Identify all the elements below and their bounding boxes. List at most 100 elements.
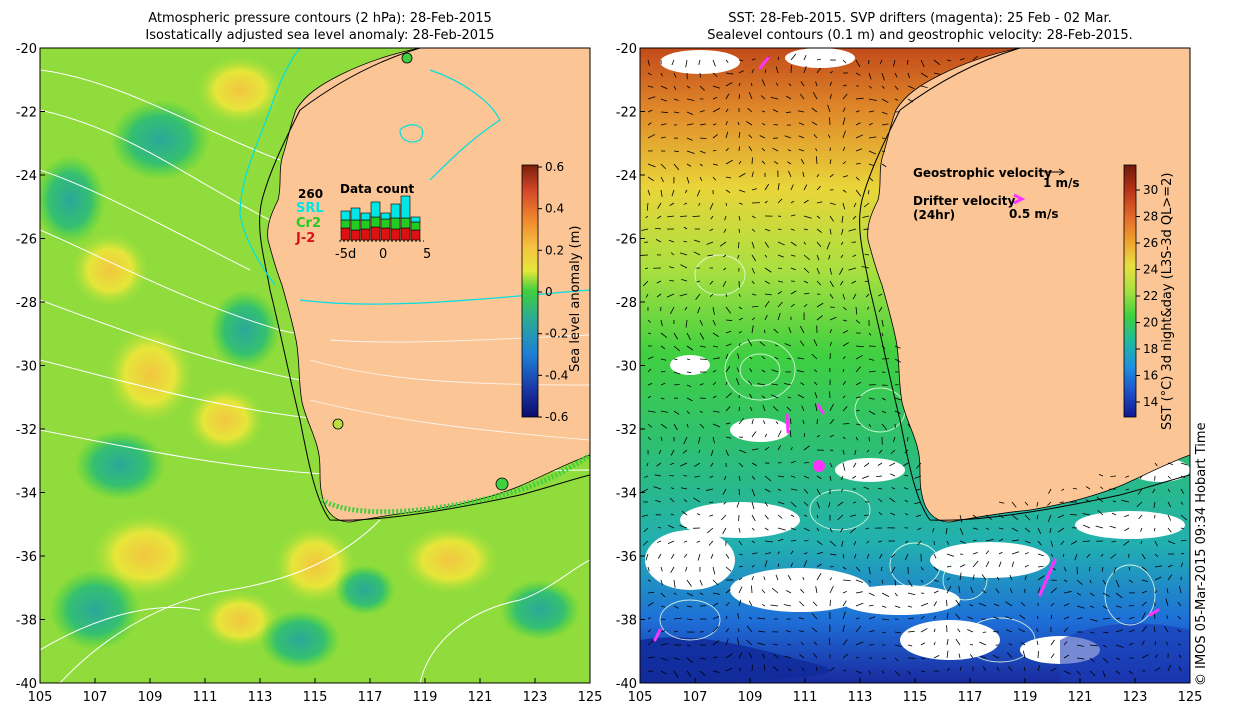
right_panel-ytick-1: -22 xyxy=(616,106,637,121)
inset-xtick-2: 5 xyxy=(423,247,432,262)
histogram-bar xyxy=(340,210,351,221)
histogram-bar xyxy=(380,227,391,241)
right_panel-ytick-3: -26 xyxy=(616,233,637,248)
credit-text: © IMOS 05-Mar-2015 09:34 Hobart Time xyxy=(1194,422,1209,686)
left_panel-ytick-8: -36 xyxy=(16,550,37,565)
right_panel-xtick-7: 119 xyxy=(1013,690,1038,705)
sea-level-anomaly-map xyxy=(40,48,590,683)
right_panel-ytick-8: -36 xyxy=(616,550,637,565)
histogram-bar xyxy=(340,227,351,241)
geo-velocity-legend-arrow xyxy=(1044,168,1065,176)
right_panel-cbtick-2: 26 xyxy=(1143,236,1158,250)
sla-field xyxy=(40,55,580,670)
left_panel-xtick-5: 115 xyxy=(303,690,328,705)
left_panel-xtick-8: 121 xyxy=(468,690,493,705)
right_panel-cbtick-8: 14 xyxy=(1143,395,1158,409)
left_panel-ytick-7: -34 xyxy=(16,487,37,502)
left-title-line1: Atmospheric pressure contours (2 hPa): 2… xyxy=(148,11,492,26)
histogram-bar xyxy=(350,219,361,231)
left_panel-ytick-9: -38 xyxy=(16,614,37,629)
histogram-bar xyxy=(360,212,371,221)
sla-colorbar xyxy=(521,164,539,418)
inset-xtick-1: 0 xyxy=(379,247,388,262)
left-title-line2: Isostatically adjusted sea level anomaly… xyxy=(145,28,495,43)
left_panel-xtick-10: 125 xyxy=(578,690,603,705)
histogram-bar xyxy=(360,228,371,241)
drifter-velocity-scale: 0.5 m/s xyxy=(1009,207,1059,221)
histogram-bar xyxy=(380,218,391,229)
right_panel-ytick-2: -24 xyxy=(616,169,637,184)
drifter-velocity-label: Drifter velocity xyxy=(913,194,1016,208)
left_panel-ytick-6: -32 xyxy=(16,423,37,438)
sla-colorbar-label: Sea level anomaly (m) xyxy=(568,225,583,372)
cloud-patches xyxy=(645,48,1190,664)
right-title-line2: Sealevel contours (0.1 m) and geostrophi… xyxy=(707,28,1133,43)
inset-count: 260 xyxy=(298,187,324,201)
sat-label-j2: J-2 xyxy=(296,231,316,246)
right-title-line1: SST: 28-Feb-2015. SVP drifters (magenta)… xyxy=(728,11,1112,26)
svp-drifters xyxy=(653,56,1160,642)
histogram-bar xyxy=(390,203,401,219)
right_panel-ytick-6: -32 xyxy=(616,423,637,438)
right_panel-cbtick-1: 28 xyxy=(1143,210,1158,224)
right_panel-xtick-0: 105 xyxy=(628,690,653,705)
geostrophic-velocity-arrows xyxy=(640,53,1188,679)
histogram-bar xyxy=(380,212,391,220)
right_panel-xtick-9: 123 xyxy=(1123,690,1148,705)
left-title: Atmospheric pressure contours (2 hPa): 2… xyxy=(40,10,600,44)
left_panel-xtick-9: 123 xyxy=(523,690,548,705)
histogram-bar xyxy=(400,227,411,241)
histogram-bar xyxy=(390,217,401,230)
left_panel-xtick-4: 113 xyxy=(248,690,273,705)
left_panel-xtick-7: 119 xyxy=(413,690,438,705)
histogram-bar xyxy=(370,226,381,241)
sst-colorbar xyxy=(1123,164,1137,418)
right_panel-xtick-10: 125 xyxy=(1178,690,1203,705)
drifter-legend-symbol xyxy=(1013,193,1026,205)
left_panel-cbtick-0: 0.6 xyxy=(545,160,564,174)
left_panel-cbtick-6: -0.6 xyxy=(545,410,568,424)
histogram-bar xyxy=(410,229,421,241)
histogram-bar xyxy=(370,216,381,228)
right_panel-cbtick-5: 20 xyxy=(1143,316,1158,330)
histogram-bar xyxy=(340,219,351,229)
histogram-bar xyxy=(360,219,371,230)
australia-land-sst xyxy=(867,48,1190,523)
right_panel-xtick-5: 115 xyxy=(903,690,928,705)
left_panel-xtick-6: 117 xyxy=(358,690,383,705)
right_panel-xtick-4: 113 xyxy=(848,690,873,705)
left_panel-xtick-3: 111 xyxy=(193,690,218,705)
left_panel-ytick-1: -22 xyxy=(16,106,37,121)
left_panel-ytick-5: -30 xyxy=(16,360,37,375)
right_panel-ytick-4: -28 xyxy=(616,296,637,311)
left_panel-cbtick-3: 0 xyxy=(545,285,553,299)
right_panel-xtick-3: 111 xyxy=(793,690,818,705)
data-count-histogram xyxy=(339,195,424,242)
left_panel-cbtick-5: -0.4 xyxy=(545,368,568,382)
right_panel-xtick-1: 107 xyxy=(683,690,708,705)
right_panel-ytick-5: -30 xyxy=(616,360,637,375)
histogram-bar xyxy=(350,207,361,221)
left_panel-ytick-4: -28 xyxy=(16,296,37,311)
left_panel-cbtick-2: 0.2 xyxy=(545,243,564,257)
right_panel-cbtick-0: 30 xyxy=(1143,183,1158,197)
right_panel-xtick-6: 117 xyxy=(958,690,983,705)
sat-label-srl: SRL xyxy=(296,201,324,216)
right_panel-ytick-7: -34 xyxy=(616,487,637,502)
histogram-bar xyxy=(410,221,421,231)
right-title: SST: 28-Feb-2015. SVP drifters (magenta)… xyxy=(640,10,1200,44)
histogram-bar xyxy=(390,228,401,241)
histogram-bar xyxy=(350,229,361,241)
sealevel-contours xyxy=(659,254,1156,663)
right_panel-cbtick-4: 22 xyxy=(1143,289,1158,303)
left_panel-ytick-2: -24 xyxy=(16,169,37,184)
histogram-bar xyxy=(410,216,421,223)
histogram-bar xyxy=(400,195,411,219)
right_panel-cbtick-7: 16 xyxy=(1143,369,1158,383)
left_panel-xtick-1: 107 xyxy=(83,690,108,705)
sst-map xyxy=(640,48,1190,683)
left_panel-cbtick-4: -0.2 xyxy=(545,327,568,341)
right_panel-xtick-8: 121 xyxy=(1068,690,1093,705)
right_panel-cbtick-6: 18 xyxy=(1143,342,1158,356)
